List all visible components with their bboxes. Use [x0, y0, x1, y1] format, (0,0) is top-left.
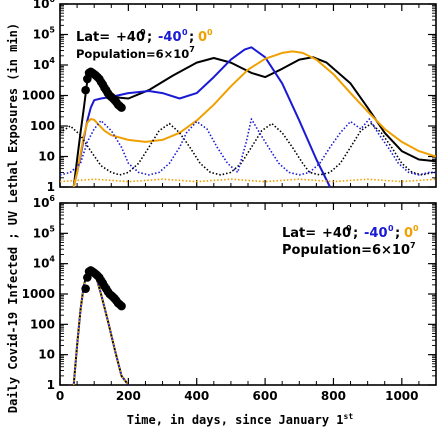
x-tick-label: 400 [184, 389, 209, 403]
legend-lat-south: -40 [158, 30, 182, 45]
legend-deg-south: 0 [388, 224, 394, 233]
y-tick-label: 106 [33, 0, 56, 11]
y-tick-label: 1000 [22, 287, 55, 301]
y-tick-label: 100 [30, 119, 55, 133]
legend-deg-equator: 0 [207, 28, 213, 37]
y-tick-label: 104 [33, 255, 56, 271]
y-tick-label: 10 [38, 150, 55, 164]
x-tick-label: 200 [116, 389, 141, 403]
y-tick-label: 105 [33, 224, 56, 240]
legend-separator: ; [395, 226, 400, 241]
data-point-observed [81, 85, 90, 95]
x-axis-title-sup: st [344, 412, 354, 421]
bottom-panel: 0 200 400 600 800 1000 1 10 100 1000 104 105 106 Lat=… [22, 194, 437, 403]
legend-separator: ; [189, 30, 194, 45]
x-tick-label: 0 [56, 389, 64, 403]
x-axis-title-main: Time, in days, since January 1 [127, 413, 344, 427]
data-point-observed [117, 103, 126, 112]
y-tick-label: 1 [47, 378, 55, 392]
data-point-observed [81, 284, 90, 293]
legend-lat-prefix: Lat= [282, 226, 316, 241]
y-axis-title: Daily Covid-19 Infected ; UV Lethal Expo… [6, 23, 20, 413]
series-line-0-infected [72, 50, 436, 187]
y-tick-label: 1 [47, 180, 55, 194]
plot-frame [59, 3, 437, 188]
legend-population: Population=6×107 [282, 241, 416, 258]
x-tick-label: 1000 [385, 389, 418, 403]
y-tick-label: 106 [33, 194, 56, 210]
y-tick-label: 1000 [22, 89, 55, 103]
plot-area [72, 266, 130, 385]
x-tick-label: 600 [253, 389, 278, 403]
legend-deg-south: 0 [182, 28, 188, 37]
x-tick-label: 800 [321, 389, 346, 403]
y-tick-label: 104 [33, 56, 56, 72]
legend-separator: ; [353, 226, 358, 241]
y-tick-label: 10 [38, 348, 55, 362]
plot-area [60, 46, 436, 187]
legend-separator: ; [147, 30, 152, 45]
y-tick-label: 100 [30, 317, 55, 331]
legend-deg-equator: 0 [413, 224, 419, 233]
legend-lat-north: +40 [322, 226, 351, 241]
legend-lat-south: -40 [364, 226, 388, 241]
legend-deg-north: 0 [140, 28, 146, 37]
legend-population: Population=6×107 [76, 45, 195, 61]
legend-lat-north: +40 [116, 30, 145, 45]
x-axis-title: Time, in days, since January 1st [127, 412, 354, 427]
legend-deg-north: 0 [346, 224, 352, 233]
legend-lat-equator: 0 [198, 30, 207, 45]
y-tick-label: 105 [33, 26, 56, 42]
legend-lat-prefix: Lat= [76, 30, 110, 45]
data-point-observed [117, 301, 126, 311]
legend-lat-equator: 0 [404, 226, 413, 241]
